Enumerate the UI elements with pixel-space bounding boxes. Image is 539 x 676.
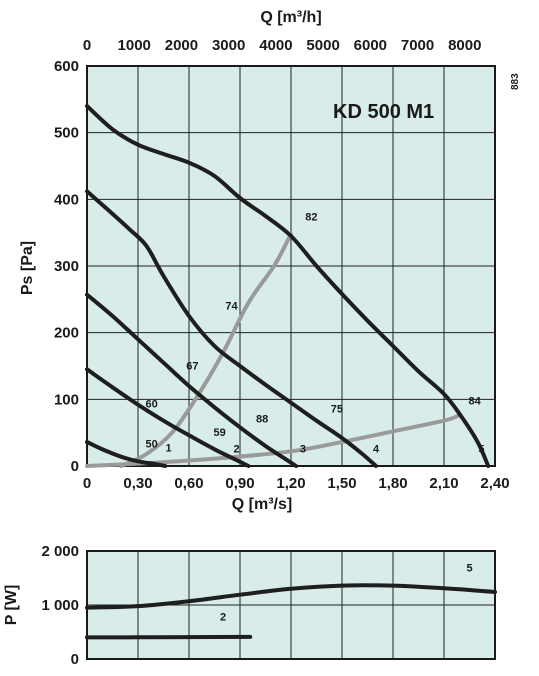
fan-curves bbox=[85, 104, 491, 468]
x-tick-label: 2,10 bbox=[429, 475, 458, 492]
fan-curve-5 bbox=[85, 104, 491, 468]
x-tick-label: 1,20 bbox=[276, 475, 305, 492]
power-curve-label-2: 2 bbox=[220, 612, 226, 624]
y-tick-label: 0 bbox=[71, 458, 79, 475]
x2-tick-label: 3000 bbox=[212, 37, 245, 54]
efficiency-curve-82 bbox=[119, 232, 293, 468]
x2-tick-label: 8000 bbox=[448, 37, 481, 54]
curve-label-88: 88 bbox=[256, 414, 268, 426]
x-tick-label: 1,50 bbox=[327, 475, 356, 492]
fan-curve-1 bbox=[85, 440, 168, 468]
curve-label-75: 75 bbox=[331, 404, 343, 416]
y-tick-label: 600 bbox=[54, 58, 79, 75]
power-y-tick-label: 0 bbox=[71, 651, 79, 668]
power-y-tick-label: 1 000 bbox=[41, 597, 79, 614]
x-tick-labels: 0 0,30 0,60 0,90 1,20 1,50 1,80 2,10 2,40 bbox=[83, 475, 510, 492]
power-y-tick-labels: 0 1 000 2 000 bbox=[41, 543, 79, 668]
x2-tick-label: 2000 bbox=[165, 37, 198, 54]
curve-label-60: 60 bbox=[145, 398, 157, 410]
x-tick-label: 1,80 bbox=[378, 475, 407, 492]
y-axis-label: Ps [Pa] bbox=[19, 241, 36, 295]
x2-axis-label: Q [m³/h] bbox=[260, 9, 321, 26]
x-axis-label: Q [m³/s] bbox=[232, 496, 292, 513]
curve-label-50: 50 bbox=[145, 438, 157, 450]
x2-tick-label: 4000 bbox=[259, 37, 292, 54]
y-tick-label: 400 bbox=[54, 191, 79, 208]
curve-label-5: 5 bbox=[478, 444, 484, 456]
y-tick-labels: 0 100 200 300 400 500 600 bbox=[54, 58, 79, 475]
x-tick-label: 0,30 bbox=[123, 475, 152, 492]
power-curve-2 bbox=[85, 634, 253, 640]
curve-label-3: 3 bbox=[300, 444, 306, 456]
power-curve-5 bbox=[85, 583, 497, 610]
power-y-axis-label: P [W] bbox=[3, 585, 20, 626]
curve-label-67: 67 bbox=[186, 360, 198, 372]
power-y-tick-label: 2 000 bbox=[41, 543, 79, 560]
curve-label-84: 84 bbox=[468, 396, 481, 408]
power-curves bbox=[85, 583, 497, 640]
curve-label-82: 82 bbox=[305, 212, 317, 224]
fan-curve-3 bbox=[85, 292, 299, 468]
curve-label-59: 59 bbox=[213, 427, 225, 439]
y-tick-label: 500 bbox=[54, 125, 79, 142]
x-tick-label: 0,60 bbox=[174, 475, 203, 492]
pressure-grid bbox=[87, 66, 495, 466]
x-tick-label: 2,40 bbox=[480, 475, 509, 492]
x2-tick-label: 6000 bbox=[354, 37, 387, 54]
curve-labels: 1 2 3 4 5 50 59 60 67 74 75 82 84 88 bbox=[145, 212, 484, 456]
curve-label-4: 4 bbox=[373, 444, 380, 456]
pressure-chart: 1 2 3 4 5 50 59 60 67 74 75 82 84 88 0 0,30 0,60 0,90 1,2… bbox=[19, 9, 521, 513]
power-curve-labels: 52 bbox=[220, 563, 473, 624]
x2-tick-label: 7000 bbox=[401, 37, 434, 54]
curve-label-2: 2 bbox=[234, 444, 240, 456]
y-tick-label: 100 bbox=[54, 391, 79, 408]
x2-tick-labels: 0 1000 2000 3000 4000 5000 6000 7000 8000 bbox=[83, 37, 482, 54]
x-tick-label: 0 bbox=[83, 475, 91, 492]
y-tick-label: 300 bbox=[54, 258, 79, 275]
x-tick-label: 0,90 bbox=[225, 475, 254, 492]
x2-tick-label: 5000 bbox=[306, 37, 339, 54]
curve-label-74: 74 bbox=[225, 300, 238, 312]
side-code: 883 bbox=[510, 73, 521, 90]
x2-tick-label: 0 bbox=[83, 37, 91, 54]
chart-title: KD 500 M1 bbox=[333, 101, 434, 123]
fan-curve-2 bbox=[85, 367, 251, 468]
power-curve-label-5: 5 bbox=[466, 563, 472, 575]
fan-curve-4 bbox=[85, 189, 378, 468]
y-tick-label: 200 bbox=[54, 325, 79, 342]
curve-label-1: 1 bbox=[166, 442, 172, 454]
x2-tick-label: 1000 bbox=[118, 37, 151, 54]
